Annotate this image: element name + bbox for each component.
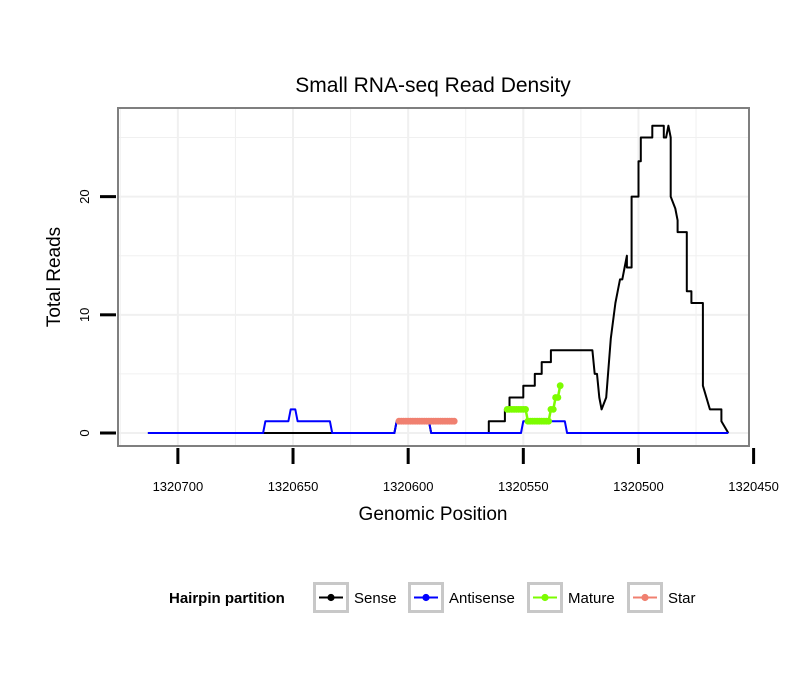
series-point-star [450,417,458,425]
series-point-mature [549,406,557,413]
legend-title: Hairpin partition [169,590,285,607]
x-tick-label: 1320550 [498,479,549,494]
y-tick-label: 20 [77,189,92,203]
series-point-mature [545,417,552,425]
series-point-mature [554,394,562,401]
y-tick-label: 0 [77,429,92,436]
legend-item-star: Star [627,582,696,613]
series-point-mature [556,382,564,390]
plot-background [118,108,749,446]
legend: Hairpin partition Sense Antisense Mature St… [169,582,696,613]
x-tick-label: 1320500 [613,479,664,494]
legend-label: Sense [354,590,397,607]
x-tick-label: 1320650 [268,479,319,494]
legend-key-point [541,593,549,602]
legend-item-antisense: Antisense [408,582,515,613]
y-axis: 0 10 20 [77,189,116,437]
legend-key-point [327,593,335,602]
panel-border [117,107,750,447]
x-axis-label: Genomic Position [359,504,508,525]
series-line-sense [147,124,730,434]
data-series [147,124,730,434]
x-axis: 1320700 1320650 1320600 1320550 1320500 13204… [153,448,779,494]
legend-label: Antisense [449,590,515,607]
legend-key-point [641,593,649,602]
x-tick-label: 1320600 [383,479,434,494]
plot-panel [117,107,750,447]
legend-item-sense: Sense [313,582,397,613]
legend-label: Star [668,590,696,607]
y-tick-label: 10 [77,308,92,322]
legend-label: Mature [568,590,615,607]
x-tick-label: 1320450 [728,479,779,494]
series-point-mature [522,406,529,413]
y-axis-label: Total Reads [44,227,65,327]
x-tick-label: 1320700 [153,479,204,494]
legend-key-point [422,593,430,602]
legend-item-mature: Mature [527,582,615,613]
chart-title: Small RNA-seq Read Density [295,74,571,97]
